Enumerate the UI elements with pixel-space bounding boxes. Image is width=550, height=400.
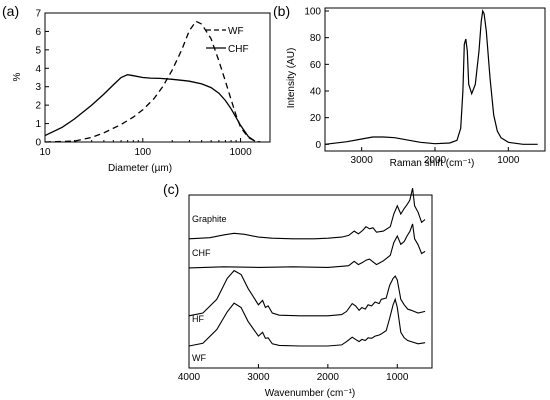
x-tick-label: 3000: [351, 155, 374, 166]
panel-a-y-ticks: 0 1 2 3 4 5 6 7: [35, 9, 49, 149]
y-tick-label: 20: [310, 113, 322, 124]
panel-c-xlabel: Wavenumber (cm⁻¹): [265, 388, 355, 399]
x-tick-label: 4000: [178, 372, 201, 383]
panel-b: (b) 3000 2000 1000 0 20 40 60 80 100 Raman shif…: [273, 3, 546, 169]
ftir-line-hf: [188, 269, 426, 317]
panel-b-frame: [324, 7, 546, 152]
panel-c-frame: [188, 194, 433, 369]
panel-a-lines: [44, 20, 261, 143]
panel-a-ylabel: %: [12, 72, 23, 81]
y-tick-label: 6: [35, 27, 41, 38]
panel-b-y-ticks: 0 20 40 60 80 100: [304, 7, 329, 151]
y-tick-label: 5: [35, 45, 41, 56]
y-tick-label: 4: [35, 64, 41, 75]
y-tick-label: 2: [35, 101, 41, 112]
x-tick-label: 1000: [497, 155, 520, 166]
panel-c-x-ticks: 4000 3000 2000 1000: [178, 364, 409, 383]
panel-a-frame: [44, 12, 271, 143]
ftir-line-chf: [188, 223, 426, 269]
trace-label-hf: HF: [192, 314, 204, 324]
x-tick-label: 1000: [229, 147, 252, 158]
series-line-chf: [44, 74, 256, 142]
panel-b-x-ticks: 3000 2000 1000: [351, 147, 520, 166]
x-tick-label: 3000: [247, 372, 270, 383]
panel-b-lines: [324, 9, 538, 145]
x-tick-label: 2000: [317, 372, 340, 383]
ftir-line-graphite: [188, 188, 426, 240]
panel-a: (a) 10 100 1000 0 1 2 3 4 5 6 7 Diameter (µm) % W…: [2, 3, 271, 174]
trace-label-chf: CHF: [192, 248, 211, 258]
y-tick-label: 60: [310, 60, 322, 71]
y-tick-label: 100: [304, 7, 321, 18]
panel-c-label: (c): [163, 181, 179, 197]
y-tick-label: 1: [35, 119, 41, 130]
y-tick-label: 0: [315, 140, 321, 151]
raman-spectrum-line: [324, 9, 538, 145]
y-tick-label: 0: [35, 138, 41, 149]
panel-b-label: (b): [273, 3, 290, 19]
ftir-line-wf: [188, 297, 426, 347]
series-line-wf: [44, 20, 261, 143]
trace-label-graphite: Graphite: [192, 214, 227, 224]
panel-b-ylabel: Intensity (AU): [286, 48, 297, 109]
panel-a-x-ticks: 10 100 1000: [39, 138, 252, 158]
panel-c: (c) 4000 3000 2000 1000 Wavenumber (cm⁻¹) G…: [163, 181, 433, 399]
x-tick-label: 2000: [424, 155, 447, 166]
panel-c-lines: [188, 188, 426, 347]
trace-label-wf: WF: [192, 353, 206, 363]
y-tick-label: 7: [35, 9, 41, 20]
panel-b-xlabel: Raman shift (cm⁻¹): [390, 158, 475, 169]
x-tick-label: 100: [134, 147, 151, 158]
legend-chf-label: CHF: [228, 44, 249, 55]
x-tick-label: 1000: [386, 372, 409, 383]
y-tick-label: 3: [35, 82, 41, 93]
y-tick-label: 80: [310, 33, 322, 44]
panel-a-label: (a): [2, 3, 19, 19]
panel-a-legend: WF CHF: [206, 26, 249, 55]
x-tick-label: 10: [39, 147, 51, 158]
y-tick-label: 40: [310, 87, 322, 98]
legend-wf-label: WF: [228, 26, 244, 37]
panel-a-xlabel: Diameter (µm): [108, 163, 172, 174]
